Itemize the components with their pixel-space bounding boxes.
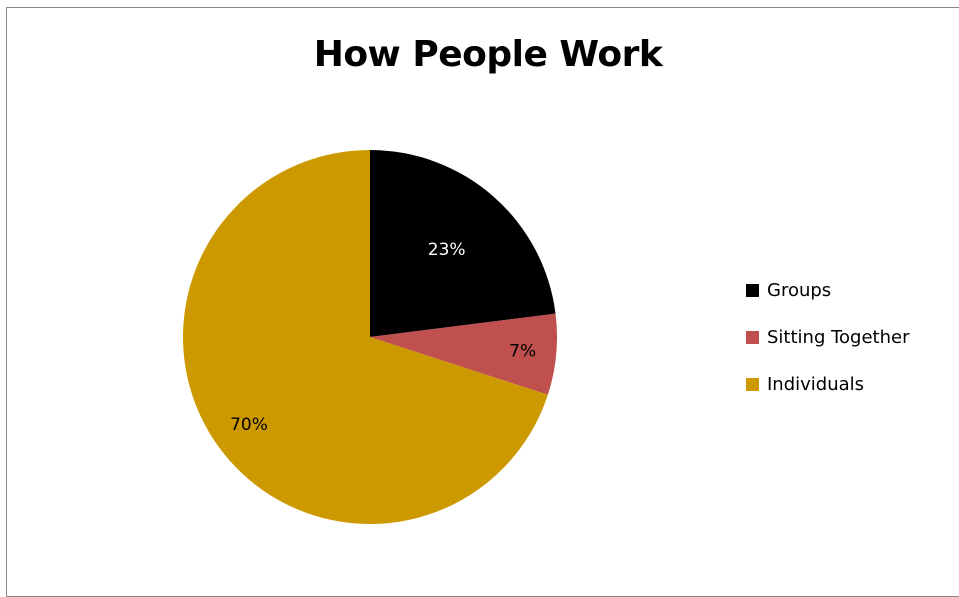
data-label-groups: 23% (428, 240, 466, 260)
data-label-individuals: 70% (230, 415, 268, 435)
data-label-sitting-together: 7% (509, 341, 536, 361)
legend-swatch-individuals (746, 377, 759, 391)
legend-label-sitting-together: Sitting Together (767, 326, 910, 348)
legend-item-individuals: Individuals (746, 372, 910, 396)
legend-swatch-groups (746, 283, 759, 297)
pie-slice-sitting-together (370, 313, 558, 395)
legend-item-groups: Groups (746, 278, 910, 302)
pie-slice-individuals (183, 150, 548, 524)
legend-label-groups: Groups (767, 279, 832, 301)
legend: Groups Sitting Together Individuals (746, 278, 910, 419)
pie-chart: 23% 7% 70% (183, 150, 558, 524)
legend-swatch-sitting-together (746, 330, 759, 344)
legend-item-sitting-together: Sitting Together (746, 325, 910, 349)
pie-slice-groups (370, 150, 556, 337)
chart-title: How People Work (313, 34, 663, 75)
legend-label-individuals: Individuals (767, 373, 865, 395)
